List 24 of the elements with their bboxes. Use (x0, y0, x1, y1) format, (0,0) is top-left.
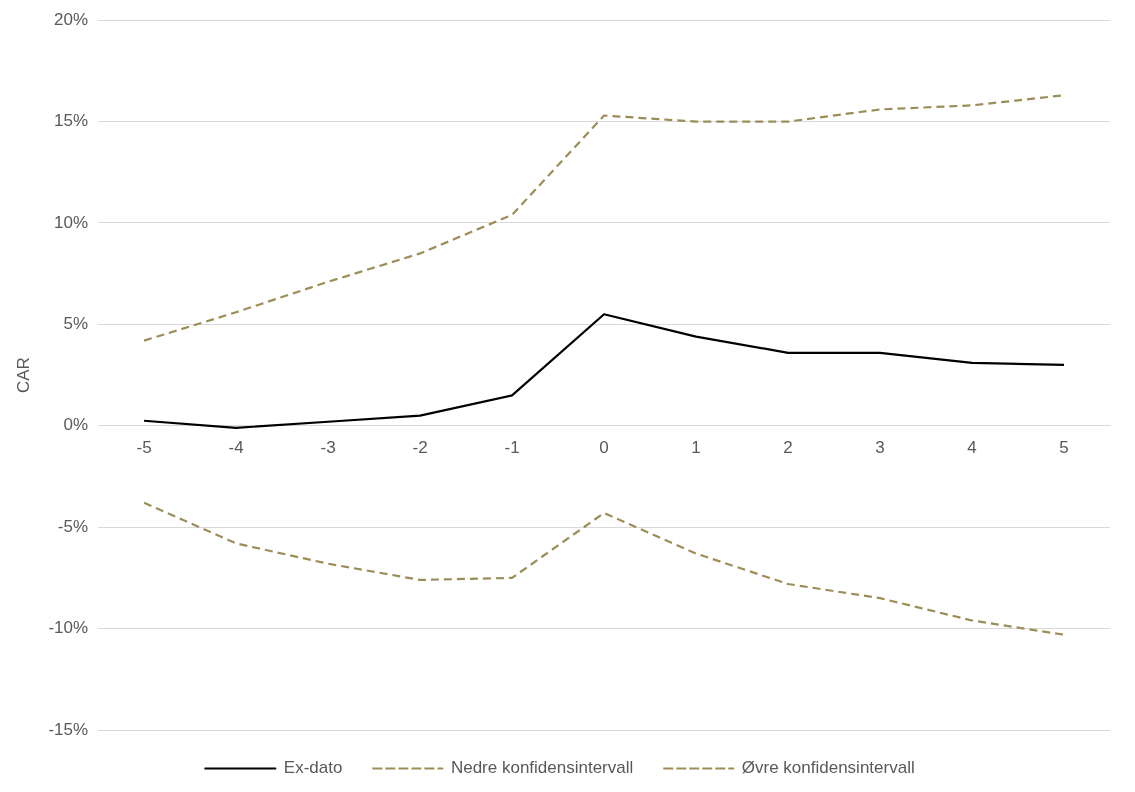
x-tick-label: -5 (136, 437, 152, 457)
y-tick-label: 10% (54, 212, 89, 232)
x-tick-label: -2 (412, 437, 428, 457)
x-tick-label: 2 (783, 437, 793, 457)
y-tick-label: 15% (54, 111, 89, 131)
line-series (142, 501, 1066, 636)
y-tick-label: -10% (48, 618, 89, 638)
legend-label: Ex-dato (283, 758, 343, 778)
x-tick-label: -3 (320, 437, 336, 457)
x-tick-label: 4 (967, 437, 977, 457)
x-tick-label: 1 (691, 437, 701, 457)
y-tick-label: -15% (48, 719, 89, 739)
y-axis-title: CAR (13, 357, 33, 394)
legend-label: Nedre konfidensintervall (450, 758, 634, 778)
y-tick-label: 0% (63, 415, 89, 435)
y-tick-label: -5% (57, 516, 89, 536)
x-tick-label: 3 (875, 437, 885, 457)
x-tick-label: -1 (504, 437, 520, 457)
y-tick-label: 20% (54, 9, 89, 29)
legend-label: Øvre konfidensintervall (741, 758, 915, 778)
x-tick-label: 0 (599, 437, 609, 457)
y-tick-label: 5% (63, 314, 89, 334)
x-tick-label: -4 (228, 437, 244, 457)
x-tick-label: 5 (1059, 437, 1069, 457)
